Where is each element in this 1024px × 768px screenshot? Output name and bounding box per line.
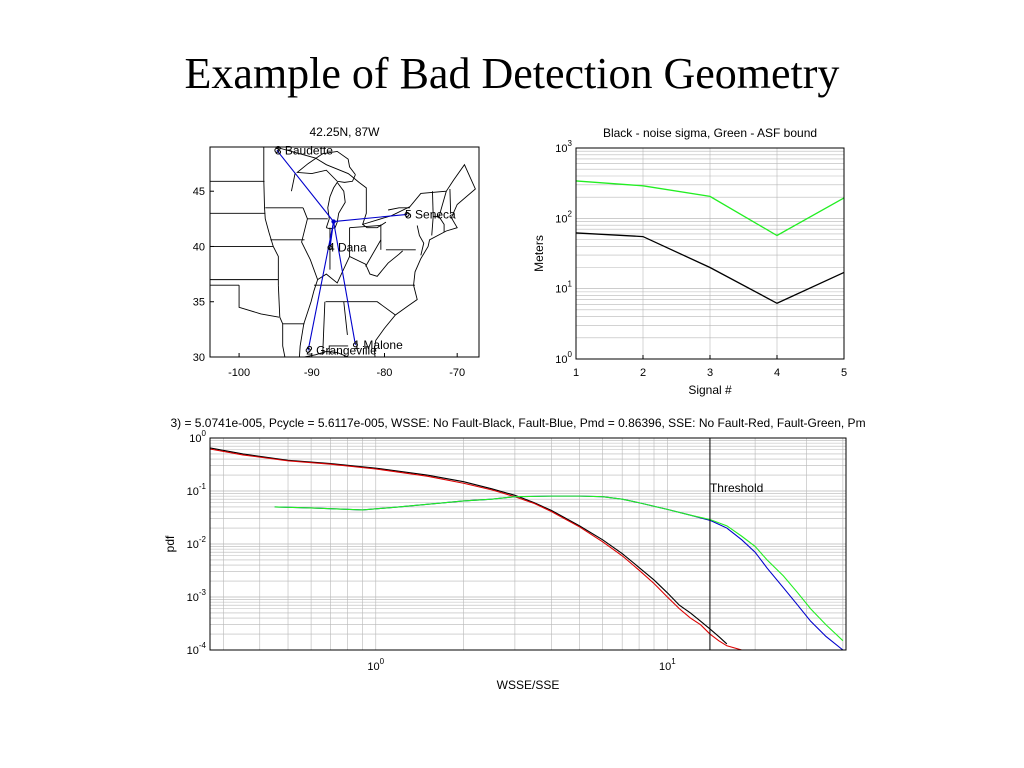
y-tick-label: 35 — [193, 297, 205, 309]
y-tick-label: 45 — [193, 186, 205, 198]
detection-ray — [329, 221, 335, 248]
pdf-chart: 3) = 5.0741e-005, Pcycle = 5.6117e-005, … — [163, 416, 866, 692]
state-boundary — [349, 225, 381, 229]
detection-ray — [307, 221, 335, 351]
signal-chart: Black - noise sigma, Green - ASF bound 1 2… — [532, 126, 847, 397]
x-axis-label: WSSE/SSE — [497, 678, 560, 692]
y-tick-label: 40 — [193, 241, 205, 253]
plot-frame — [209, 437, 847, 651]
series-2-line — [209, 448, 742, 651]
state-boundary — [263, 147, 279, 286]
x-tick-label: -100 — [228, 367, 250, 379]
x-tick-label: 5 — [841, 367, 847, 379]
y-axis-label: Meters — [532, 235, 546, 272]
y-tick-label: 101 — [555, 280, 572, 296]
source-point — [331, 219, 336, 224]
y-axis-label: pdf — [163, 535, 177, 552]
map-boundaries — [210, 146, 476, 358]
series-1-line — [575, 232, 845, 304]
series-4-line — [274, 495, 844, 642]
slide-title: Example of Bad Detection Geometry — [184, 49, 840, 98]
grid — [210, 437, 846, 651]
x-tick-label: -70 — [449, 367, 465, 379]
y-tick-label: 100 — [555, 350, 572, 366]
station-label: 5 Seneca — [405, 207, 456, 221]
detection-ray — [333, 213, 408, 223]
grid — [575, 147, 845, 360]
y-tick-label: 102 — [555, 209, 572, 225]
x-tick-label: 100 — [367, 657, 384, 673]
state-boundary — [449, 188, 452, 214]
state-boundary — [290, 173, 296, 192]
state-boundary — [277, 285, 286, 358]
series-1-line — [209, 447, 728, 645]
station-marker — [404, 211, 410, 217]
y-tick-label: 10-4 — [187, 641, 207, 657]
state-boundary — [328, 345, 349, 355]
station-marker — [352, 342, 358, 348]
map-title: 42.25N, 87W — [309, 125, 380, 139]
series-2-line — [575, 180, 845, 237]
state-boundary — [438, 191, 447, 217]
station-marker — [327, 245, 333, 251]
state-boundary — [317, 250, 403, 284]
x-tick-label: -80 — [377, 367, 393, 379]
y-tick-label: 103 — [555, 139, 572, 155]
state-boundary — [275, 146, 476, 358]
state-boundary — [432, 191, 434, 217]
station-label: 3 Baudette — [275, 143, 333, 157]
state-boundary — [362, 221, 387, 229]
map-frame — [209, 146, 480, 358]
x-tick-label: 3 — [707, 367, 713, 379]
station-label: 1 Malone — [353, 338, 403, 352]
state-boundary — [325, 301, 396, 316]
detection-ray — [333, 221, 356, 345]
state-boundary — [296, 150, 356, 183]
x-tick-label: 2 — [640, 367, 646, 379]
state-boundary — [343, 301, 348, 335]
x-tick-label: -90 — [304, 367, 320, 379]
x-tick-label: 101 — [659, 657, 676, 673]
chart-title: Black - noise sigma, Green - ASF bound — [603, 126, 817, 140]
y-tick-label: 30 — [193, 352, 205, 364]
state-boundary — [388, 207, 410, 211]
state-boundary — [298, 207, 319, 358]
station-label: 4 Dana — [328, 241, 367, 255]
y-tick-label: 10-1 — [187, 482, 207, 498]
x-axis-label: Signal # — [688, 383, 732, 397]
detection-ray — [276, 149, 335, 222]
station-marker — [274, 147, 280, 153]
y-tick-label: 100 — [189, 429, 206, 445]
x-tick-label: 1 — [573, 367, 579, 379]
threshold-label: Threshold — [710, 481, 763, 495]
state-boundary — [238, 285, 280, 318]
state-boundary — [365, 239, 382, 267]
chart-title: 3) = 5.0741e-005, Pcycle = 5.6117e-005, … — [170, 416, 865, 430]
station-marker — [305, 347, 311, 353]
station-label: 2 Grangeville — [306, 343, 377, 357]
y-tick-label: 10-3 — [187, 588, 207, 604]
series-3-line — [274, 495, 844, 651]
state-boundary — [416, 225, 425, 256]
y-tick-label: 10-2 — [187, 535, 207, 551]
state-boundary — [322, 301, 326, 355]
detection-rays — [276, 149, 408, 351]
x-tick-label: 4 — [774, 367, 780, 379]
